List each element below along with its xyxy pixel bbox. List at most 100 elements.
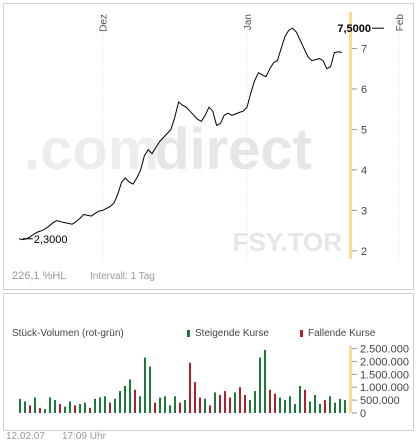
volume-bar — [29, 405, 31, 413]
watermark-brand-right: direct — [154, 117, 312, 182]
volume-bar — [89, 407, 91, 413]
price-grid — [102, 12, 400, 259]
volume-bar — [294, 404, 296, 413]
volume-bar — [109, 402, 111, 413]
price-x-tick-label: Jan — [243, 14, 254, 30]
volume-bar — [319, 404, 321, 413]
volume-bar — [99, 397, 101, 413]
legend-falling: Fallende Kurse — [300, 328, 375, 339]
volume-bar — [289, 396, 291, 414]
volume-bar — [324, 400, 326, 413]
volume-bar — [299, 385, 301, 413]
volume-y-tick-label: 500.000 — [360, 395, 400, 407]
volume-bar — [309, 401, 311, 413]
volume-bar — [174, 396, 176, 414]
price-x-tick-label: Dez — [99, 14, 110, 32]
volume-bar — [54, 400, 56, 413]
volume-bar — [59, 404, 61, 413]
volume-bar — [204, 398, 206, 413]
volume-bar — [314, 395, 316, 413]
volume-bar — [199, 397, 201, 413]
volume-y-tick-label: 0 — [360, 408, 366, 420]
price-y-tick-label: 6 — [361, 84, 367, 96]
volume-bar — [334, 402, 336, 413]
volume-y-ticks: 0500.0001.000.0001.500.0002.000.0002.500… — [352, 344, 409, 420]
price-y-tick-label: 7 — [361, 43, 367, 55]
volume-y-tick-label: 2.500.000 — [360, 344, 409, 356]
volume-bar — [259, 357, 261, 413]
price-y-ticks: 2 3 4 5 6 7 — [352, 43, 367, 258]
low-value-label: 2,3000 — [34, 234, 68, 246]
volume-y-tick-label: 1.500.000 — [360, 369, 409, 381]
volume-bar — [179, 402, 181, 413]
price-y-tick-label: 4 — [361, 165, 367, 177]
price-chart-panel: .com direct FSY.TOR Dez Jan Feb 2 3 4 5 6 7 2,3… — [3, 3, 414, 290]
volume-bar — [189, 362, 191, 414]
volume-bar — [304, 389, 306, 413]
volume-axis-highlight-bar — [349, 346, 352, 413]
volume-bar — [224, 391, 226, 413]
volume-bar — [144, 357, 146, 413]
watermark-brand-left: .com — [24, 117, 159, 182]
volume-bar — [214, 392, 216, 413]
volume-bar — [339, 398, 341, 413]
volume-bar — [114, 398, 116, 413]
volume-chart: 0500.0001.000.0001.500.0002.000.0002.500… — [19, 344, 409, 420]
volume-y-tick-label: 2.000.000 — [360, 356, 409, 368]
legend-rising: Steigende Kurse — [187, 328, 269, 339]
volume-title: Stück-Volumen (rot-grün) — [12, 328, 124, 339]
price-y-tick-label: 5 — [361, 124, 367, 136]
volume-bar — [254, 391, 256, 413]
volume-bar — [194, 382, 196, 413]
legend-falling-label: Fallende Kurse — [308, 328, 376, 339]
date-label: 12.02.07 — [6, 431, 45, 442]
price-x-tick-label: Feb — [395, 14, 406, 32]
volume-bar — [84, 402, 86, 413]
volume-bar — [104, 396, 106, 414]
volume-bar — [149, 366, 151, 413]
volume-bar — [139, 396, 141, 414]
volume-bar — [234, 392, 236, 413]
volume-bar — [154, 402, 156, 413]
price-y-tick-label: 2 — [361, 246, 367, 258]
volume-bar — [164, 396, 166, 414]
volume-bar — [44, 409, 46, 413]
volume-y-tick-label: 1.000.000 — [360, 382, 409, 394]
volume-bar — [79, 404, 81, 413]
volume-bar — [284, 400, 286, 413]
price-change-label: 226,1 %HL — [12, 270, 67, 282]
volume-bar — [249, 400, 251, 413]
volume-bar — [329, 396, 331, 414]
volume-bar — [279, 397, 281, 413]
price-chart: .com direct FSY.TOR Dez Jan Feb 2 3 4 5 6 7 2,3… — [18, 12, 406, 259]
volume-bar — [239, 387, 241, 413]
volume-bar — [119, 391, 121, 413]
watermark-symbol: FSY.TOR — [233, 227, 343, 257]
volume-bar — [229, 397, 231, 413]
interval-label: Intervall: 1 Tag — [90, 271, 155, 282]
volume-bar — [134, 389, 136, 413]
volume-bar — [49, 397, 51, 413]
price-y-tick-label: 3 — [361, 205, 367, 217]
volume-bar — [64, 406, 66, 413]
price-series-line — [18, 27, 343, 241]
volume-bar — [184, 400, 186, 413]
volume-bar — [344, 400, 346, 413]
legend-rising-label: Steigende Kurse — [195, 328, 269, 339]
volume-bar — [129, 379, 131, 413]
price-x-ticks: Dez Jan Feb — [99, 14, 406, 32]
volume-bar — [269, 389, 271, 413]
volume-bar — [24, 401, 26, 413]
rising-swatch-icon — [187, 329, 190, 337]
volume-bar — [124, 385, 126, 413]
volume-bar — [209, 405, 211, 413]
volume-bar — [19, 398, 21, 413]
volume-bar — [74, 405, 76, 413]
volume-bar — [69, 401, 71, 413]
volume-bar — [94, 398, 96, 413]
time-label: 17:09 Uhr — [62, 431, 106, 442]
volume-bar — [159, 397, 161, 413]
price-annotations: 2,3000 7,5000 — [22, 23, 384, 246]
volume-bar — [39, 407, 41, 413]
volume-bar — [34, 397, 36, 413]
